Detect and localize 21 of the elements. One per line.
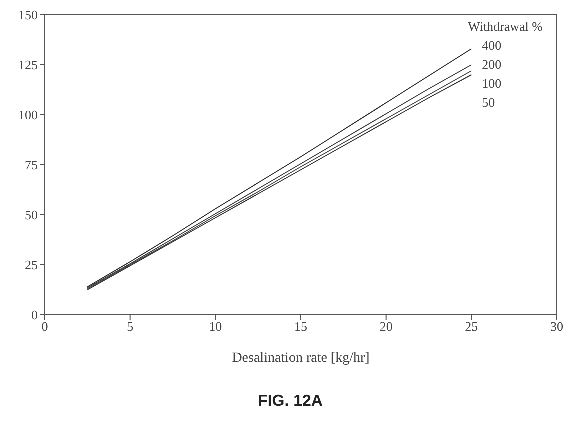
y-tick-label: 0	[32, 308, 38, 323]
x-tick-label: 20	[380, 319, 393, 334]
x-axis-title: Desalination rate [kg/hr]	[232, 351, 370, 366]
x-tick-label: 5	[127, 319, 134, 334]
x-tick-label: 30	[550, 319, 564, 334]
series-label: 100	[482, 75, 503, 93]
x-tick-label: 10	[209, 319, 222, 334]
x-tick-label: 25	[465, 319, 478, 334]
series-label: 50	[482, 94, 496, 112]
y-tick-label: 75	[25, 158, 38, 173]
y-tick-label: 100	[18, 108, 38, 123]
x-tick-label: 15	[294, 319, 308, 334]
series-label: 400	[482, 37, 503, 55]
x-tick-label: 0	[42, 319, 48, 334]
series-label: 200	[482, 56, 503, 74]
y-tick-label: 25	[25, 258, 38, 273]
y-tick-label: 150	[18, 8, 38, 23]
caption: FIG. 12A	[257, 393, 324, 411]
y-tick-label: 125	[18, 58, 38, 73]
y-tick-label: 50	[25, 208, 38, 223]
legend-title: Withdrawal %	[468, 18, 543, 36]
